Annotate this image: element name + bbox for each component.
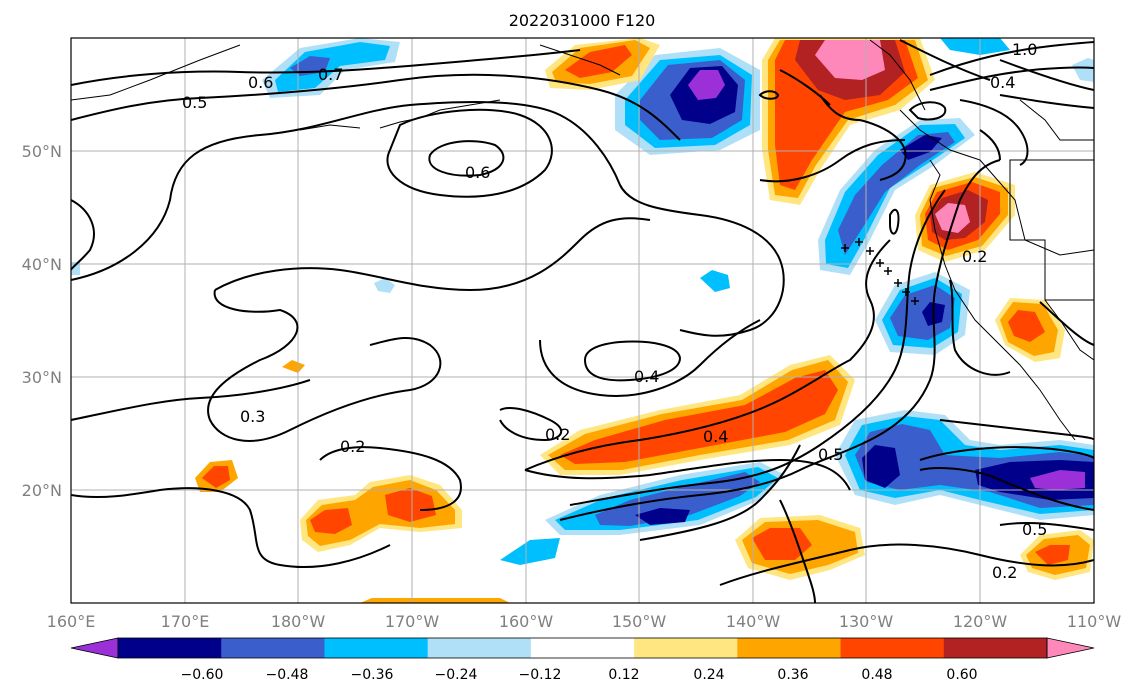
colorbar-tick-label: 0.12	[608, 667, 639, 683]
anomaly-blob	[900, 135, 942, 160]
anomaly-blob	[1008, 310, 1045, 342]
colorbar-segment	[737, 638, 842, 658]
colorbar-tick-label: −0.12	[519, 667, 562, 683]
anomaly-blob	[595, 472, 760, 526]
anomaly-blob	[815, 40, 885, 80]
colorbar-tick-label: −0.24	[435, 667, 478, 683]
anomaly-blob	[500, 538, 560, 565]
anomaly-blob	[282, 360, 305, 373]
colorbar-tick-label: −0.36	[351, 667, 394, 683]
lon-axis: 160°E 170°E 180°W 170°W 160°W 150°W 140°…	[47, 612, 1122, 631]
contour-label: 0.6	[465, 163, 490, 182]
coastlines	[71, 39, 1094, 441]
colorbar-tick-label: −0.48	[266, 667, 309, 683]
lat-tick-label: 20°N	[22, 481, 62, 500]
lon-tick-label: 180°W	[271, 612, 326, 631]
anomaly-blob	[688, 70, 725, 100]
lon-tick-label: 130°W	[839, 612, 894, 631]
contour-label: 0.4	[634, 367, 659, 386]
lat-tick-label: 50°N	[22, 142, 62, 161]
anomaly-blob	[202, 466, 230, 488]
chart-title: 2022031000 F120	[509, 11, 656, 30]
gridlines	[71, 38, 1094, 603]
contour-label: 0.3	[240, 407, 265, 426]
contour-label: 0.4	[703, 427, 728, 446]
contour-label: 0.2	[340, 437, 365, 456]
anomaly-blob	[838, 132, 955, 255]
colorbar: −0.60 −0.48 −0.36 −0.24 −0.12 0.12 0.24 …	[70, 637, 1095, 683]
lon-tick-label: 170°W	[385, 612, 440, 631]
colorbar-segment	[118, 638, 222, 658]
contour-label: 0.2	[992, 563, 1017, 582]
anomaly-blob	[360, 598, 510, 603]
lat-tick-label: 40°N	[22, 255, 62, 274]
colorbar-segment	[221, 638, 325, 658]
contour-lines	[71, 39, 1094, 603]
colorbar-segment	[840, 638, 945, 658]
colorbar-tick-label: 0.60	[946, 667, 977, 683]
anomaly-blob	[1030, 470, 1085, 490]
colorbar-segment	[634, 638, 738, 658]
anomaly-blob	[385, 488, 436, 522]
colorbar-arrow-left	[70, 637, 119, 659]
contour-label: 0.6	[248, 73, 273, 92]
anomaly-blob	[635, 508, 690, 525]
contour-label: 0.2	[962, 247, 987, 266]
contour-label: 0.7	[318, 65, 343, 84]
lon-tick-label: 160°W	[499, 612, 554, 631]
colorbar-segment	[943, 638, 1048, 658]
anomaly-blob	[700, 270, 730, 292]
anomaly-blob	[310, 508, 352, 534]
colorbar-segment	[530, 638, 635, 658]
colorbar-segment	[324, 638, 429, 658]
colorbar-ticks: −0.60 −0.48 −0.36 −0.24 −0.12 0.12 0.24 …	[181, 667, 978, 683]
cross-markers	[841, 238, 919, 305]
contour-label: 0.4	[990, 73, 1015, 92]
anomaly-blob	[1072, 58, 1094, 82]
map-frame	[70, 37, 1095, 604]
colorbar-segments	[70, 637, 1095, 659]
anomaly-blob	[940, 38, 1010, 55]
contour-label: 0.5	[818, 445, 843, 464]
lon-tick-label: 170°E	[161, 612, 210, 631]
lon-tick-label: 110°W	[1067, 612, 1122, 631]
colorbar-segment	[427, 638, 532, 658]
anomaly-blob	[565, 45, 632, 78]
anomaly-blob	[275, 42, 390, 92]
anomaly-blob	[71, 262, 80, 275]
colorbar-frame	[117, 637, 1048, 659]
map-area: 0.7 0.6 0.5 0.6 0.4 0.3 0.2 0.2 0.4 0.5 …	[71, 38, 1094, 603]
colorbar-tick-label: 0.24	[693, 667, 724, 683]
colorbar-tick-label: −0.60	[181, 667, 224, 683]
colorbar-tick-label: 0.36	[777, 667, 808, 683]
colorbar-arrow-right	[1046, 637, 1095, 659]
anomaly-blob	[374, 278, 395, 293]
colorbar-tick-label: 0.48	[861, 667, 892, 683]
contour-label: 0.2	[545, 425, 570, 444]
lat-tick-label: 30°N	[22, 368, 62, 387]
contour-label: 1.0	[1012, 40, 1037, 59]
anomaly-blob	[862, 445, 900, 488]
lat-axis: 50°N 40°N 30°N 20°N	[22, 142, 62, 500]
anomaly-blob	[1035, 545, 1070, 565]
shaded-anomalies	[71, 38, 1094, 603]
lon-tick-label: 120°W	[953, 612, 1008, 631]
anomaly-blob	[935, 203, 970, 233]
lon-tick-label: 160°E	[47, 612, 96, 631]
contour-labels: 0.7 0.6 0.5 0.6 0.4 0.3 0.2 0.2 0.4 0.5 …	[182, 40, 1047, 582]
lon-tick-label: 140°W	[726, 612, 781, 631]
anomaly-blob	[752, 528, 812, 560]
contour-label: 0.5	[1022, 520, 1047, 539]
contour-label: 0.5	[182, 93, 207, 112]
lon-tick-label: 150°W	[612, 612, 667, 631]
